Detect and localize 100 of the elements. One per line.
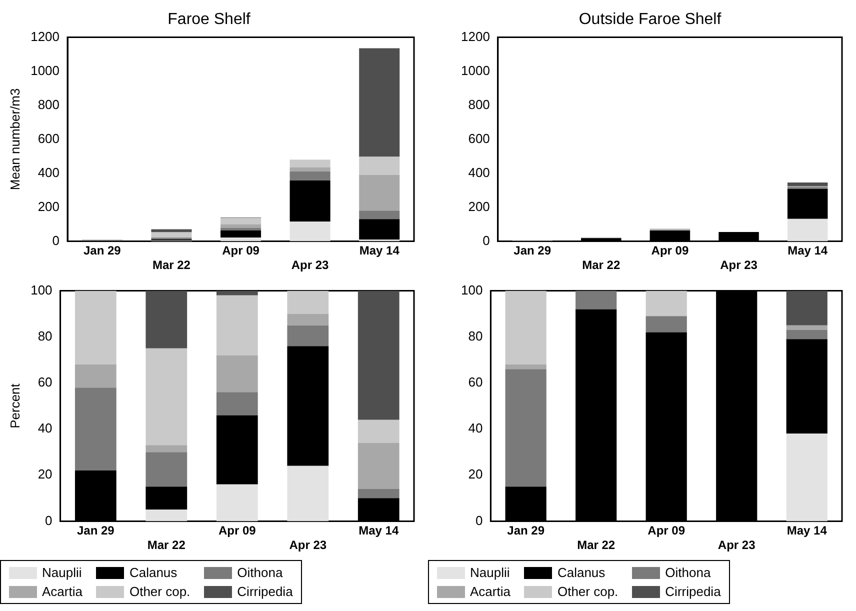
y-tick-label: 1200 <box>30 28 60 44</box>
legend-label: Nauplii <box>42 565 82 580</box>
y-tick-label: 80 <box>38 328 52 344</box>
y-tick-label: 80 <box>468 328 483 344</box>
x-tick-label: Jan 29 <box>76 524 115 538</box>
y-tick-label: 0 <box>482 232 490 248</box>
bar <box>786 339 828 434</box>
bar <box>290 160 330 168</box>
bar <box>359 219 400 240</box>
bar <box>220 218 262 224</box>
legend-label: Calanus <box>129 565 178 580</box>
y-tick-label: 200 <box>38 198 60 214</box>
y-tick-label: 800 <box>38 96 60 112</box>
x-tick-label: Apr 09 <box>651 244 689 258</box>
bar <box>74 364 116 388</box>
bar <box>786 290 828 326</box>
y-tick-label: 800 <box>468 96 490 112</box>
x-tick-label: Mar 22 <box>152 258 191 272</box>
bar <box>220 230 262 238</box>
bar <box>220 224 262 228</box>
legend-label: Cirripedia <box>665 584 721 599</box>
y-tick-label: 1000 <box>30 62 60 78</box>
bar <box>358 290 400 420</box>
bar <box>151 232 192 238</box>
bar <box>787 218 828 242</box>
bar <box>287 466 329 522</box>
legend-label: Oithona <box>237 565 283 580</box>
legend-label: Calanus <box>557 565 606 580</box>
bar <box>216 355 258 392</box>
legend-label: Nauplii <box>470 565 510 580</box>
bar <box>146 290 188 348</box>
bar <box>786 330 828 340</box>
legend-label: Acartia <box>42 584 82 599</box>
bar <box>220 237 262 242</box>
chart-title: Faroe Shelf <box>168 11 251 28</box>
bar <box>287 314 329 326</box>
y-tick-label: 0 <box>45 512 52 528</box>
bar <box>146 510 188 522</box>
bar <box>216 290 258 296</box>
bar <box>358 442 400 489</box>
y-tick-label: 0 <box>475 512 483 528</box>
bar <box>505 290 546 365</box>
y-tick-label: 40 <box>38 420 52 436</box>
bar <box>359 48 400 157</box>
y-axis-title: Percent <box>7 383 22 428</box>
y-tick-label: 200 <box>468 198 490 214</box>
bar <box>290 222 330 242</box>
x-tick-label: Mar 22 <box>582 258 620 272</box>
y-tick-label: 400 <box>38 164 60 180</box>
x-tick-label: Apr 23 <box>718 538 756 552</box>
bar <box>287 325 329 346</box>
bar <box>646 290 687 316</box>
bar <box>146 486 188 510</box>
bar <box>216 415 258 484</box>
y-tick-label: 0 <box>52 232 60 248</box>
legend-label: Oithona <box>665 565 711 580</box>
bar <box>505 369 546 487</box>
y-tick-label: 60 <box>38 374 52 390</box>
x-tick-label: Jan 29 <box>83 244 122 258</box>
y-tick-label: 1000 <box>461 62 490 78</box>
legend-label: Cirripedia <box>237 584 293 599</box>
bar <box>220 228 262 230</box>
y-tick-label: 60 <box>468 374 483 390</box>
bar <box>290 171 330 181</box>
y-tick-label: 1200 <box>461 28 490 44</box>
x-tick-label: Apr 23 <box>291 258 330 272</box>
bar <box>216 392 258 416</box>
y-tick-label: 600 <box>38 130 60 146</box>
bar <box>359 210 400 220</box>
x-tick-label: Mar 22 <box>147 538 186 552</box>
bar <box>646 316 687 332</box>
bar <box>358 420 400 443</box>
bar <box>786 325 828 330</box>
y-tick-label: 400 <box>468 164 490 180</box>
y-tick-label: 600 <box>468 130 490 146</box>
bar <box>786 434 828 522</box>
x-tick-label: May 14 <box>788 244 828 258</box>
legend-label: Other cop. <box>129 584 190 599</box>
bar <box>787 188 828 219</box>
bar <box>290 167 330 172</box>
bar <box>146 348 188 446</box>
x-tick-label: Mar 22 <box>577 538 616 552</box>
y-tick-label: 100 <box>460 282 483 298</box>
bar <box>787 182 828 186</box>
bar <box>74 388 116 471</box>
bar <box>146 452 188 487</box>
bar <box>359 156 400 175</box>
x-tick-label: Apr 09 <box>218 524 256 538</box>
bar <box>216 484 258 522</box>
bar <box>74 290 116 365</box>
bar <box>290 180 330 222</box>
bar <box>359 174 400 211</box>
y-tick-label: 20 <box>38 466 52 482</box>
y-axis-title: Mean number/m3 <box>7 88 22 190</box>
legend-label: Other cop. <box>557 584 618 599</box>
y-tick-label: 100 <box>30 282 52 298</box>
x-tick-label: Jan 29 <box>507 524 545 538</box>
x-tick-label: Apr 23 <box>720 258 758 272</box>
bar <box>358 488 400 498</box>
x-tick-label: May 14 <box>358 524 399 538</box>
